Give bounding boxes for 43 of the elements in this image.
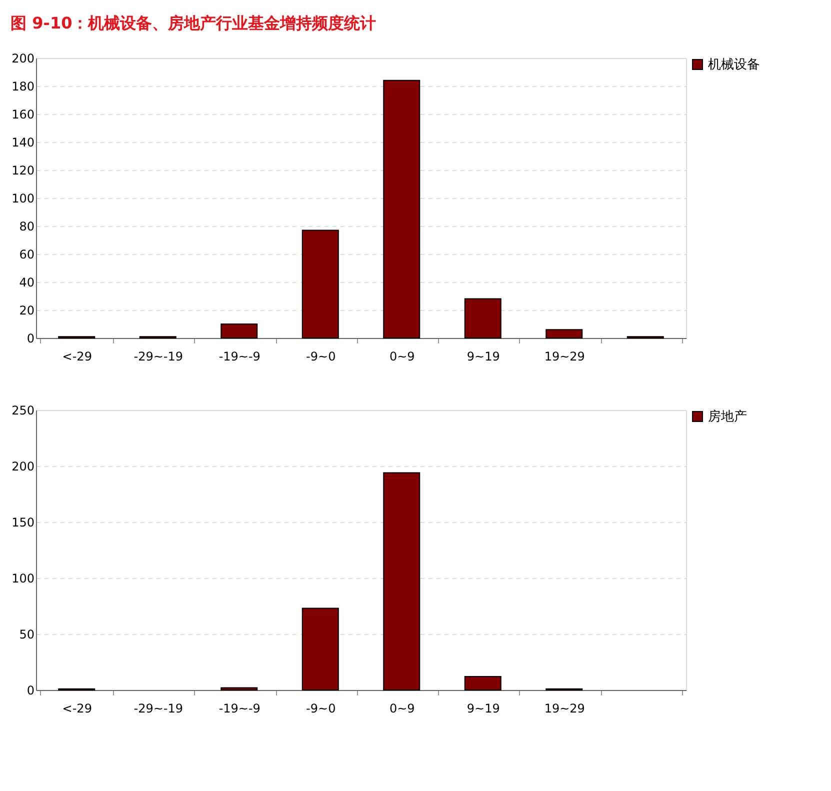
y-tick-label: 180 <box>12 80 34 94</box>
y-tick-label: 100 <box>12 192 34 206</box>
bar <box>464 298 502 338</box>
x-tick-label: 9~19 <box>466 350 500 364</box>
bar <box>383 80 420 338</box>
x-tick-label: 19~29 <box>544 350 585 364</box>
y-tick-label: 250 <box>12 404 34 418</box>
y-tick-label: 140 <box>12 136 34 150</box>
y-tick-label: 0 <box>26 332 34 346</box>
x-tick-label: -29~-19 <box>134 350 184 364</box>
bar <box>302 608 339 690</box>
bar <box>302 230 339 338</box>
x-tick-label: -19~-9 <box>218 350 260 364</box>
y-tick-label: 0 <box>26 684 34 698</box>
x-tick-label: -9~0 <box>306 350 336 364</box>
x-tick-label: 19~29 <box>544 702 585 716</box>
y-tick-label: 150 <box>12 516 34 530</box>
y-tick-label: 80 <box>19 220 34 234</box>
x-tick-label: <-29 <box>62 702 92 716</box>
y-tick-label: 200 <box>12 460 34 474</box>
chart-title: 图 9-10：机械设备、房地产行业基金增持频度统计 <box>10 14 376 32</box>
y-tick-label: 50 <box>19 628 34 642</box>
y-tick-label: 20 <box>19 304 34 318</box>
y-tick-label: 40 <box>19 276 34 290</box>
bar <box>383 472 420 690</box>
bar <box>220 687 258 690</box>
x-tick-label: 0~9 <box>389 702 415 716</box>
x-tick-label: <-29 <box>62 350 92 364</box>
bar <box>220 324 258 338</box>
x-tick-label: 9~19 <box>466 702 500 716</box>
x-tick-label: -19~-9 <box>218 702 260 716</box>
x-tick-label: -29~-19 <box>134 702 184 716</box>
y-tick-label: 100 <box>12 572 34 586</box>
bar <box>546 329 583 338</box>
bar <box>464 676 502 690</box>
y-tick-label: 60 <box>19 248 34 262</box>
y-tick-label: 200 <box>12 52 34 66</box>
legend-label: 机械设备 <box>708 58 760 72</box>
x-tick-label: 0~9 <box>389 350 415 364</box>
x-tick-label: -9~0 <box>306 702 336 716</box>
legend-label: 房地产 <box>708 408 747 424</box>
y-tick-label: 160 <box>12 108 34 122</box>
y-tick-label: 120 <box>12 164 34 178</box>
